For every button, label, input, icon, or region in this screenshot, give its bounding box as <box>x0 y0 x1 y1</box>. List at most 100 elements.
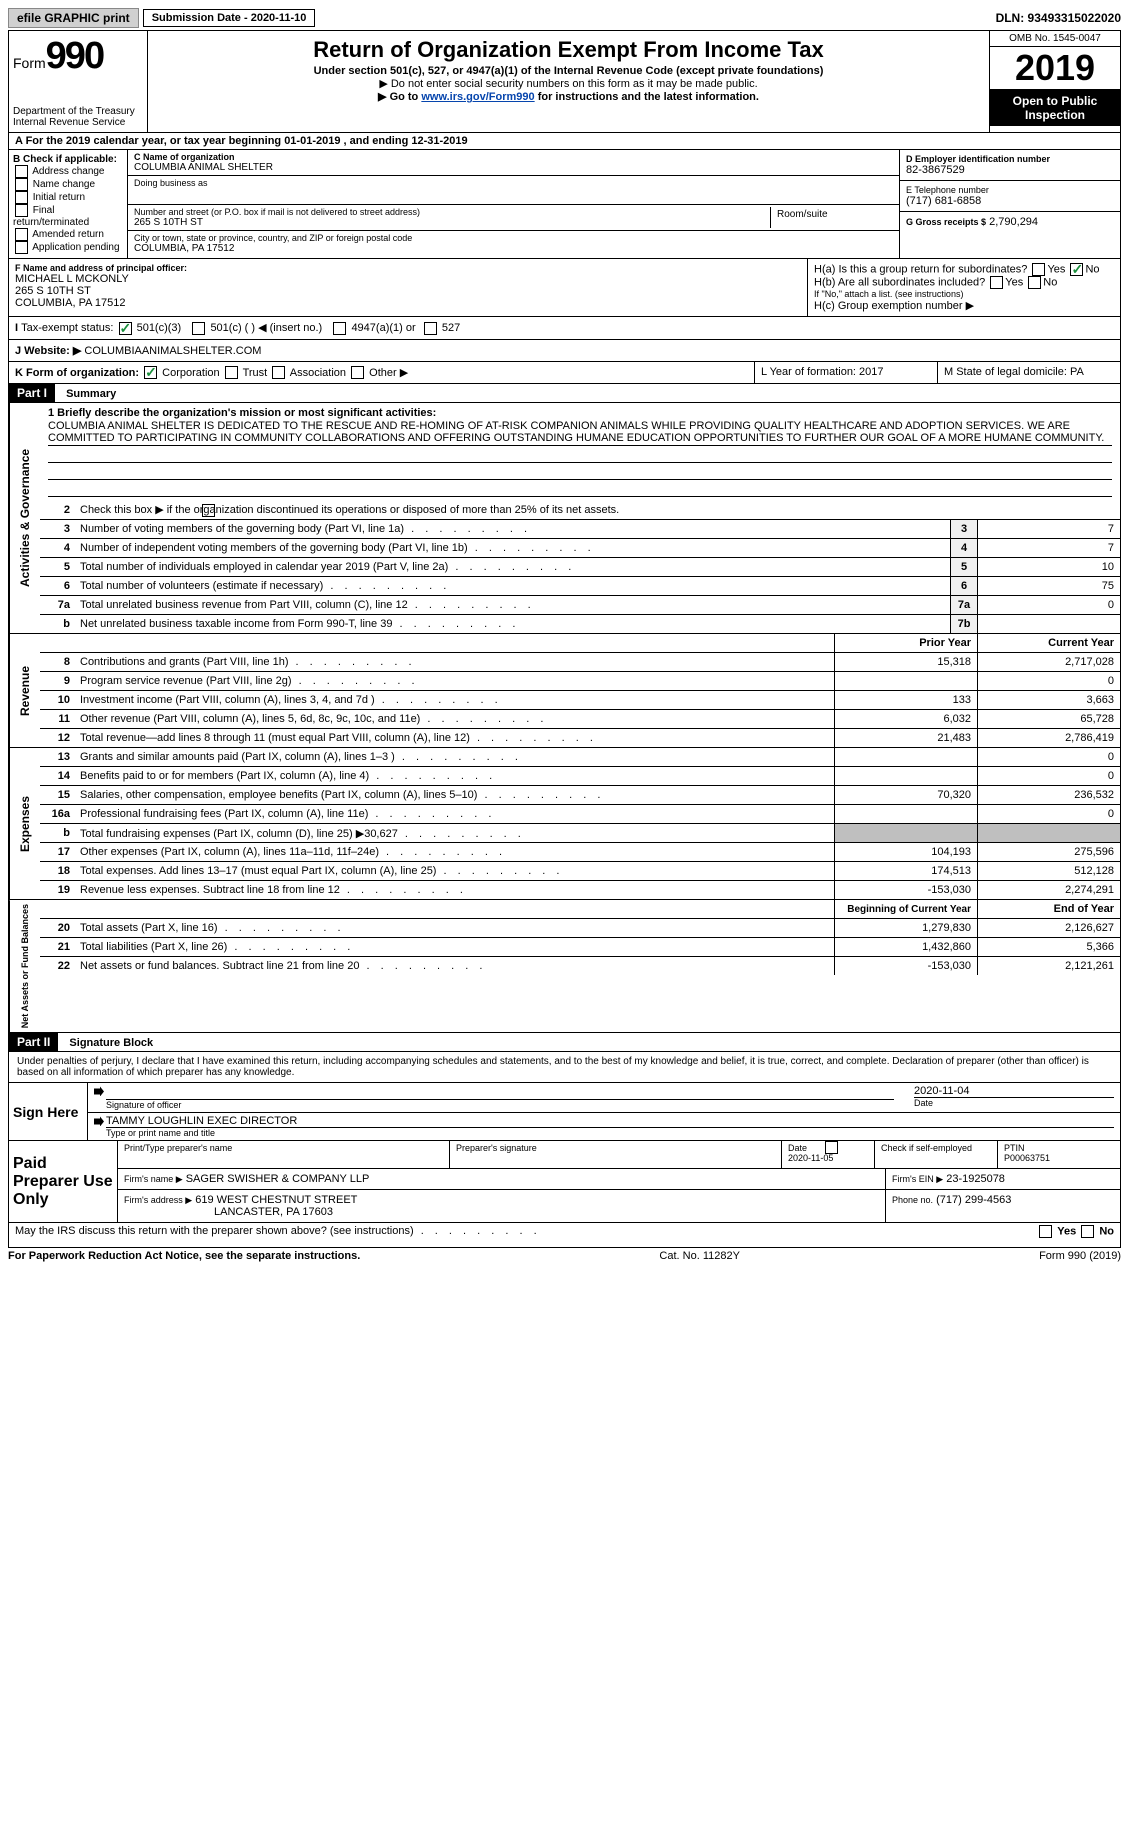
dba-label: Doing business as <box>134 178 893 188</box>
officer-addr2: COLUMBIA, PA 17512 <box>15 297 801 309</box>
phone-label: E Telephone number <box>906 185 1114 195</box>
m-state: M State of legal domicile: PA <box>937 362 1120 384</box>
527-checkbox[interactable] <box>424 322 437 335</box>
header-center: Return of Organization Exempt From Incom… <box>148 31 989 132</box>
ssn-note: ▶ Do not enter social security numbers o… <box>152 77 985 90</box>
website-row: J Website: ▶ COLUMBIAANIMALSHELTER.COM <box>8 340 1121 362</box>
section-b-checkbox[interactable] <box>15 165 28 178</box>
form-page-ref: Form 990 (2019) <box>1039 1250 1121 1262</box>
table-row: 14Benefits paid to or for members (Part … <box>40 767 1120 786</box>
section-b-item: Name change <box>13 178 123 191</box>
paperwork-notice: For Paperwork Reduction Act Notice, see … <box>8 1250 360 1262</box>
prep-sig-label: Preparer's signature <box>450 1141 782 1168</box>
table-row: 8Contributions and grants (Part VIII, li… <box>40 653 1120 672</box>
discuss-no-checkbox[interactable] <box>1081 1225 1094 1238</box>
officer-name: MICHAEL L MCKONLY <box>15 273 801 285</box>
section-b-item: Application pending <box>13 241 123 254</box>
klm-row: K Form of organization: Corporation Trus… <box>8 362 1121 385</box>
gross-receipts-value: 2,790,294 <box>989 216 1038 228</box>
sig-arrow-icon2 <box>94 1116 104 1126</box>
firm-ein: 23-1925078 <box>946 1173 1005 1185</box>
firm-addr2: LANCASTER, PA 17603 <box>214 1206 333 1218</box>
self-employed-checkbox[interactable] <box>825 1141 838 1154</box>
row-a-tax-year: A For the 2019 calendar year, or tax yea… <box>8 133 1121 150</box>
q1-label: 1 Briefly describe the organization's mi… <box>48 407 1112 419</box>
table-row: 3Number of voting members of the governi… <box>40 520 1120 539</box>
signature-block: Under penalties of perjury, I declare th… <box>8 1052 1121 1248</box>
omb-number: OMB No. 1545-0047 <box>990 31 1120 47</box>
row-a-text: A For the 2019 calendar year, or tax yea… <box>15 135 468 147</box>
page-footer: For Paperwork Reduction Act Notice, see … <box>8 1248 1121 1264</box>
table-row: 11Other revenue (Part VIII, column (A), … <box>40 710 1120 729</box>
section-d-e-g: D Employer identification number 82-3867… <box>899 150 1120 258</box>
table-row: 5Total number of individuals employed in… <box>40 558 1120 577</box>
firm-ein-label: Firm's EIN ▶ <box>892 1174 943 1184</box>
goto-suffix: for instructions and the latest informat… <box>535 91 759 103</box>
current-year-header: Current Year <box>977 634 1120 652</box>
submission-date: Submission Date - 2020-11-10 <box>143 9 316 27</box>
tax-exempt-label: Tax-exempt status: <box>21 322 113 334</box>
prep-date: 2020-11-05 <box>788 1153 833 1163</box>
ptin-value: P00063751 <box>1004 1153 1050 1163</box>
table-row: 10Investment income (Part VIII, column (… <box>40 691 1120 710</box>
table-row: 13Grants and similar amounts paid (Part … <box>40 748 1120 767</box>
section-b-checkbox[interactable] <box>15 178 28 191</box>
city-state-zip: COLUMBIA, PA 17512 <box>134 243 893 254</box>
city-label: City or town, state or province, country… <box>134 233 893 243</box>
part1-title: Summary <box>58 388 116 400</box>
tax-exempt-row: I Tax-exempt status: 501(c)(3) 501(c) ( … <box>8 317 1121 340</box>
table-row: 17Other expenses (Part IX, column (A), l… <box>40 843 1120 862</box>
dln-number: DLN: 93493315022020 <box>996 11 1121 25</box>
section-b-item: Initial return <box>13 191 123 204</box>
k-other: Other ▶ <box>369 367 408 379</box>
no-text: No <box>1085 263 1099 275</box>
ha-no-checkbox[interactable] <box>1070 263 1083 276</box>
opt-4947: 4947(a)(1) or <box>351 322 415 334</box>
table-row: 6Total number of volunteers (estimate if… <box>40 577 1120 596</box>
corp-checkbox[interactable] <box>144 366 157 379</box>
efile-graphic-btn[interactable]: efile GRAPHIC print <box>8 8 139 28</box>
section-b-checkbox[interactable] <box>15 191 28 204</box>
501c3-checkbox[interactable] <box>119 322 132 335</box>
yes-text: Yes <box>1047 263 1065 275</box>
section-b-checkbox[interactable] <box>15 204 28 217</box>
section-b-item: Amended return <box>13 228 123 241</box>
table-row: 4Number of independent voting members of… <box>40 539 1120 558</box>
gross-receipts-label: G Gross receipts $ <box>906 217 986 227</box>
section-b-item: Final return/terminated <box>13 204 123 228</box>
prep-date-label: Date <box>788 1143 807 1153</box>
hb-label: H(b) Are all subordinates included? <box>814 276 985 288</box>
irs-link[interactable]: www.irs.gov/Form990 <box>421 91 534 103</box>
website-value: COLUMBIAANIMALSHELTER.COM <box>84 345 261 357</box>
hb-no-checkbox[interactable] <box>1028 276 1041 289</box>
q2-text: Check this box ▶ if the organization dis… <box>80 504 619 516</box>
sig-officer-label: Signature of officer <box>106 1100 894 1110</box>
declaration-text: Under penalties of perjury, I declare th… <box>9 1052 1120 1082</box>
assoc-checkbox[interactable] <box>272 366 285 379</box>
other-checkbox[interactable] <box>351 366 364 379</box>
k-trust: Trust <box>243 367 268 379</box>
hb-yes-checkbox[interactable] <box>990 276 1003 289</box>
q2-checkbox[interactable] <box>202 504 215 517</box>
hb-note: If "No," attach a list. (see instruction… <box>814 289 1114 299</box>
trust-checkbox[interactable] <box>225 366 238 379</box>
4947-checkbox[interactable] <box>333 322 346 335</box>
table-row: bNet unrelated business taxable income f… <box>40 615 1120 633</box>
netassets-side-label: Net Assets or Fund Balances <box>9 900 40 1032</box>
may-irs-discuss: May the IRS discuss this return with the… <box>15 1225 541 1245</box>
goto-prefix: ▶ Go to <box>378 91 421 103</box>
sig-arrow-icon <box>94 1086 104 1096</box>
table-row: 9Program service revenue (Part VIII, lin… <box>40 672 1120 691</box>
expenses-side-label: Expenses <box>9 748 40 899</box>
501c-checkbox[interactable] <box>192 322 205 335</box>
discuss-yes-checkbox[interactable] <box>1039 1225 1052 1238</box>
sig-date-value: 2020-11-04 <box>914 1085 1114 1098</box>
part2-header-row: Part II Signature Block <box>8 1033 1121 1052</box>
section-b-checkbox[interactable] <box>15 241 28 254</box>
expenses-section: Expenses 13Grants and similar amounts pa… <box>8 748 1121 900</box>
ha-yes-checkbox[interactable] <box>1032 263 1045 276</box>
firm-name-label: Firm's name ▶ <box>124 1174 183 1184</box>
section-b-checkbox[interactable] <box>15 228 28 241</box>
mission-text: COLUMBIA ANIMAL SHELTER IS DEDICATED TO … <box>48 419 1112 446</box>
header-right: OMB No. 1545-0047 2019 Open to Public In… <box>989 31 1120 132</box>
